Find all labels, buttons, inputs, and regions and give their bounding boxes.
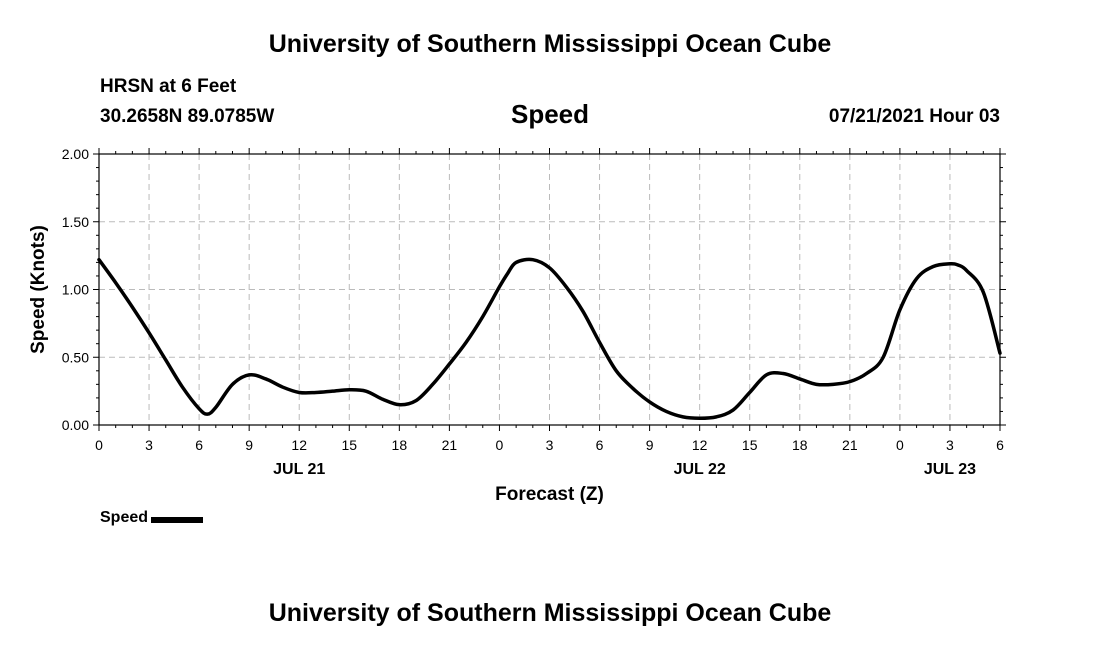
station-label: HRSN at 6 Feet — [100, 76, 237, 97]
page-title: University of Southern Mississippi Ocean… — [268, 30, 832, 58]
x-tick-label: 3 — [546, 437, 554, 453]
x-tick-label: 21 — [842, 437, 858, 453]
legend-line-swatch — [151, 516, 204, 523]
chart-title: Speed — [510, 99, 590, 129]
x-tick-label: 18 — [792, 437, 808, 453]
date-label: JUL 22 — [674, 461, 726, 478]
y-tick-label: 2.00 — [62, 146, 89, 162]
x-tick-label: 15 — [742, 437, 758, 453]
series-layer — [97, 257, 1002, 420]
footer-title: University of Southern Mississippi Ocean… — [268, 599, 832, 627]
y-tick-label: 0.50 — [62, 349, 89, 365]
legend-label: Speed — [100, 509, 149, 526]
date-label: JUL 23 — [924, 461, 976, 478]
x-tick-label: 12 — [291, 437, 307, 453]
grid — [99, 154, 1000, 425]
y-tick-label: 0.00 — [62, 417, 89, 433]
x-tick-label: 18 — [392, 437, 408, 453]
coordinates-label: 30.2658N 89.0785W — [100, 106, 275, 127]
axes — [93, 148, 1006, 431]
x-tick-label: 0 — [896, 437, 904, 453]
y-tick-label: 1.50 — [62, 214, 89, 230]
x-tick-label: 21 — [442, 437, 458, 453]
date-label: JUL 21 — [273, 461, 325, 478]
speed-series-line — [97, 257, 1002, 420]
forecast-datetime: 07/21/2021 Hour 03 — [828, 106, 1000, 127]
x-tick-label: 6 — [596, 437, 604, 453]
axis-labels: 0 3 6 9 12 15 18 21 0 3 6 9 12 15 18 21 0 3 6 0.00 0.50 1.00 1… — [28, 146, 1004, 505]
x-tick-label: 6 — [195, 437, 203, 453]
x-tick-label: 3 — [145, 437, 153, 453]
y-axis-title: Speed (Knots) — [28, 225, 49, 354]
x-axis-title: Forecast (Z) — [495, 484, 604, 505]
x-tick-label: 12 — [692, 437, 708, 453]
x-tick-label: 3 — [946, 437, 954, 453]
x-tick-label: 9 — [245, 437, 253, 453]
x-tick-label: 6 — [996, 437, 1004, 453]
x-tick-label: 0 — [496, 437, 504, 453]
x-tick-label: 0 — [95, 437, 103, 453]
x-tick-label: 9 — [646, 437, 654, 453]
legend: Speed — [100, 509, 204, 527]
x-tick-label: 15 — [341, 437, 357, 453]
y-tick-label: 1.00 — [62, 282, 89, 298]
